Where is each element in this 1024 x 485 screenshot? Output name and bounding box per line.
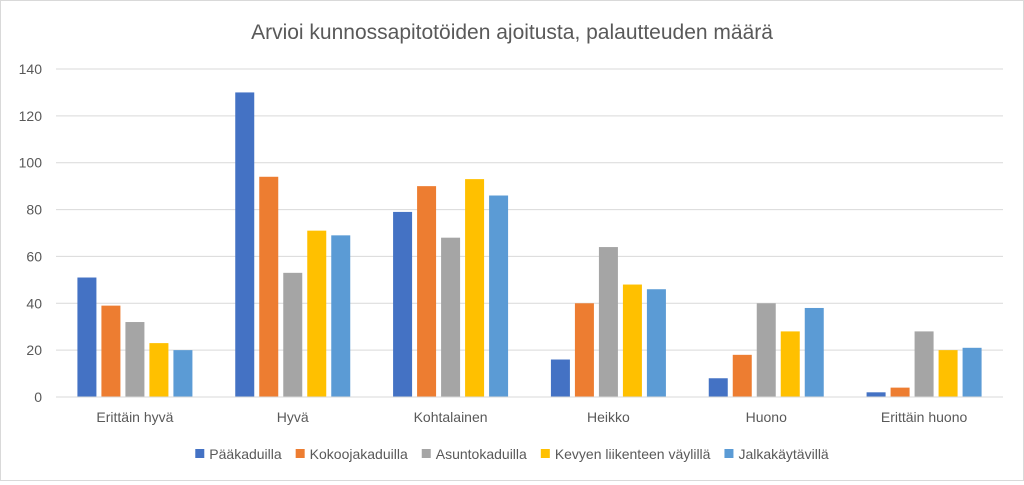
legend-swatch	[724, 449, 734, 458]
x-tick-label: Huono	[746, 409, 787, 425]
bar	[708, 378, 728, 397]
bar	[149, 343, 169, 397]
legend-label: Pääkaduilla	[209, 446, 282, 462]
bar	[574, 303, 594, 397]
x-tick-label: Hyvä	[277, 409, 309, 425]
legend: Pääkaduilla Kokoojakaduilla Asuntokaduilla…	[195, 446, 829, 462]
legend-item: Kevyen liikenteen väylillä	[540, 446, 711, 462]
bar	[101, 305, 121, 397]
x-tick-label: Erittäin hyvä	[96, 409, 173, 425]
bar	[283, 272, 303, 397]
legend-label: Asuntokaduilla	[436, 446, 527, 462]
bars	[77, 92, 982, 397]
bar	[804, 307, 824, 397]
bar	[866, 392, 886, 397]
bar	[259, 176, 279, 397]
bar	[550, 359, 570, 397]
bar	[441, 237, 461, 397]
bar	[756, 303, 776, 397]
bar	[77, 277, 97, 397]
legend-label: Kokoojakaduilla	[310, 446, 408, 462]
bar	[962, 347, 982, 397]
x-tick-label: Erittäin huono	[881, 409, 968, 425]
bar	[125, 322, 145, 397]
bar	[417, 186, 437, 397]
y-tick-label: 100	[19, 155, 43, 171]
x-tick-label: Kohtalainen	[414, 409, 488, 425]
y-tick-label: 120	[19, 108, 43, 124]
legend-item: Kokoojakaduilla	[295, 446, 408, 462]
x-axis: Erittäin hyvä Hyvä Kohtalainen Heikko Huono E…	[56, 396, 1003, 425]
legend-item: Jalkakäytävillä	[724, 446, 829, 462]
bar	[622, 284, 642, 397]
y-axis-ticks: 0 20 40 60 80 100 120 140	[19, 61, 43, 405]
bar	[173, 350, 193, 397]
chart-title: Arvioi kunnossapitotöiden ajoitusta, pal…	[251, 21, 773, 44]
y-tick-label: 0	[34, 389, 42, 405]
bar	[465, 179, 485, 397]
bar	[331, 235, 351, 397]
legend-label: Kevyen liikenteen väylillä	[555, 446, 711, 462]
bar	[890, 387, 910, 397]
legend-swatch	[540, 449, 550, 458]
y-tick-label: 40	[26, 295, 42, 311]
legend-item: Pääkaduilla	[195, 446, 282, 462]
y-tick-label: 20	[26, 342, 42, 358]
bar	[307, 230, 327, 397]
legend-label: Jalkakäytävillä	[738, 446, 828, 462]
bar	[235, 92, 255, 397]
bar	[914, 331, 934, 397]
legend-swatch	[421, 449, 431, 458]
bar	[732, 354, 752, 397]
x-tick-label: Heikko	[587, 409, 630, 425]
bar	[489, 195, 509, 397]
y-tick-label: 60	[26, 248, 42, 264]
bar	[646, 289, 666, 397]
legend-swatch	[295, 449, 305, 458]
bar	[598, 247, 618, 397]
bar	[938, 350, 958, 397]
gridlines	[56, 68, 1003, 398]
bar	[393, 211, 413, 397]
y-tick-label: 140	[19, 61, 43, 77]
bar	[780, 331, 800, 397]
legend-item: Asuntokaduilla	[421, 446, 527, 462]
y-tick-label: 80	[26, 202, 42, 218]
legend-swatch	[195, 449, 205, 458]
